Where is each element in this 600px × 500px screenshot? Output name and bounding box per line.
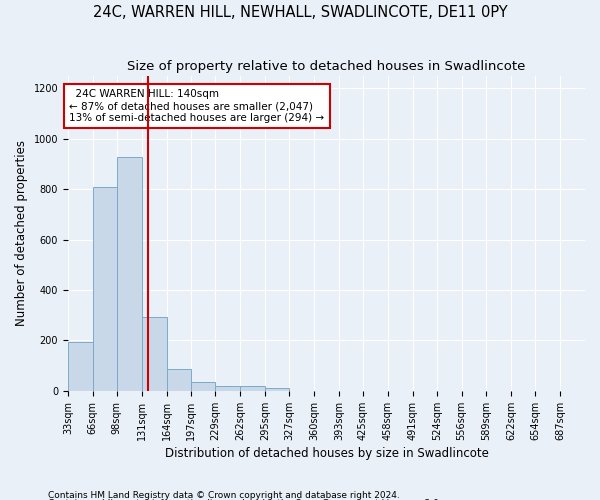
Bar [117,156,142,391]
X-axis label: Distribution of detached houses by size in Swadlincote: Distribution of detached houses by size … [164,447,488,460]
Bar [142,316,167,391]
Text: 24C, WARREN HILL, NEWHALL, SWADLINCOTE, DE11 0PY: 24C, WARREN HILL, NEWHALL, SWADLINCOTE, … [92,5,508,20]
Text: 24C WARREN HILL: 140sqm
← 87% of detached houses are smaller (2,047)
13% of semi: 24C WARREN HILL: 140sqm ← 87% of detache… [70,90,325,122]
Text: Contains public sector information licensed under the Open Government Licence v3: Contains public sector information licen… [48,499,442,500]
Title: Size of property relative to detached houses in Swadlincote: Size of property relative to detached ho… [127,60,526,73]
Bar [265,388,289,391]
Text: Contains HM Land Registry data © Crown copyright and database right 2024.: Contains HM Land Registry data © Crown c… [48,490,400,500]
Y-axis label: Number of detached properties: Number of detached properties [15,140,28,326]
Bar [240,386,265,391]
Bar [68,342,93,391]
Bar [215,386,240,391]
Bar [191,382,215,391]
Bar [93,186,117,391]
Bar [167,369,191,391]
